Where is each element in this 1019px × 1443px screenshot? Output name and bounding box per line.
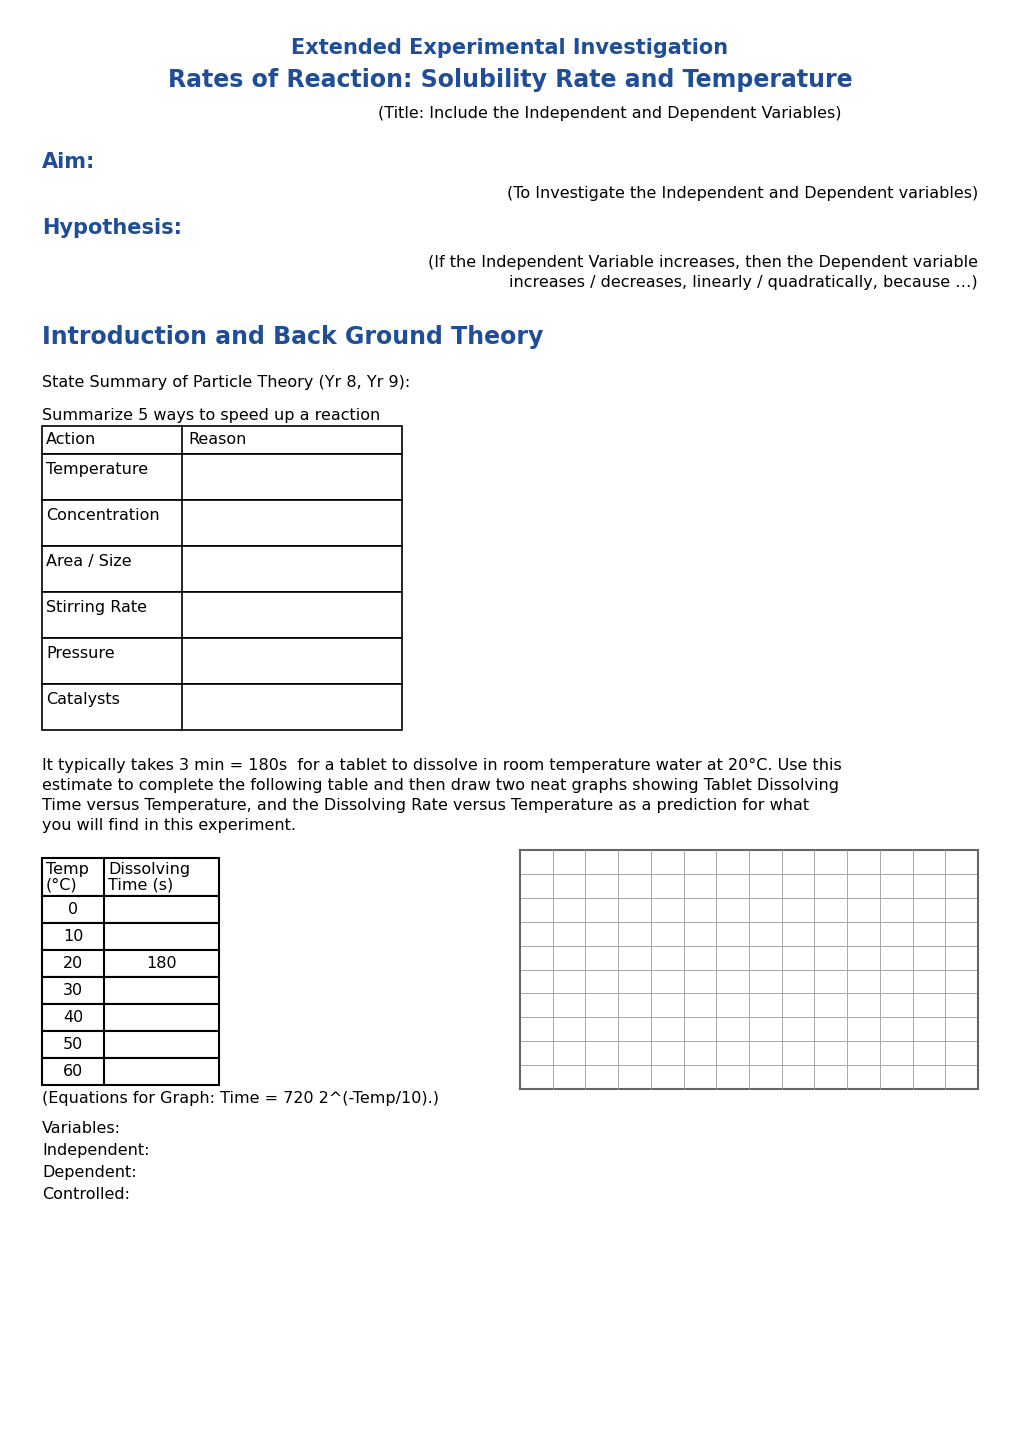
Bar	[42, 1058, 219, 1085]
Text: 50: 50	[63, 1038, 83, 1052]
Text: Area / Size: Area / Size	[46, 554, 131, 569]
Bar	[42, 1004, 219, 1030]
Text: Action: Action	[46, 433, 96, 447]
Text: Temp: Temp	[46, 861, 89, 877]
Text: Hypothesis:: Hypothesis:	[42, 218, 181, 238]
Text: 20: 20	[63, 957, 83, 971]
Text: Catalysts: Catalysts	[46, 693, 120, 707]
Text: Pressure: Pressure	[46, 646, 114, 661]
Text: (To Investigate the Independent and Dependent variables): (To Investigate the Independent and Depe…	[506, 186, 977, 201]
Text: you will find in this experiment.: you will find in this experiment.	[42, 818, 296, 833]
Text: increases / decreases, linearly / quadratically, because …): increases / decreases, linearly / quadra…	[508, 276, 977, 290]
Bar	[42, 924, 219, 949]
Bar	[42, 949, 219, 977]
Text: (Equations for Graph: Time = 720 2^(-Temp/10).): (Equations for Graph: Time = 720 2^(-Tem…	[42, 1091, 438, 1105]
Text: (°C): (°C)	[46, 877, 77, 893]
Bar	[42, 545, 401, 592]
Text: Summarize 5 ways to speed up a reaction: Summarize 5 ways to speed up a reaction	[42, 408, 380, 423]
Text: (If the Independent Variable increases, then the Dependent variable: (If the Independent Variable increases, …	[428, 255, 977, 270]
Text: It typically takes 3 min = 180s  for a tablet to dissolve in room temperature wa: It typically takes 3 min = 180s for a ta…	[42, 758, 841, 773]
Text: Stirring Rate: Stirring Rate	[46, 600, 147, 615]
Text: Time (s): Time (s)	[108, 877, 173, 893]
Bar	[42, 455, 401, 501]
Text: Dependent:: Dependent:	[42, 1165, 137, 1180]
Bar	[42, 859, 219, 896]
Text: Time versus Temperature, and the Dissolving Rate versus Temperature as a predict: Time versus Temperature, and the Dissolv…	[42, 798, 808, 812]
Text: 30: 30	[63, 983, 83, 999]
Text: Introduction and Back Ground Theory: Introduction and Back Ground Theory	[42, 325, 543, 349]
Bar	[42, 977, 219, 1004]
Bar	[42, 638, 401, 684]
Bar	[42, 1030, 219, 1058]
Text: Aim:: Aim:	[42, 152, 96, 172]
Text: Concentration: Concentration	[46, 508, 159, 522]
Text: Temperature: Temperature	[46, 462, 148, 478]
Text: estimate to complete the following table and then draw two neat graphs showing T: estimate to complete the following table…	[42, 778, 839, 794]
Text: 10: 10	[63, 929, 84, 944]
Text: (Title: Include the Independent and Dependent Variables): (Title: Include the Independent and Depe…	[378, 105, 841, 121]
Bar	[42, 896, 219, 924]
Text: Dissolving: Dissolving	[108, 861, 190, 877]
Text: Variables:: Variables:	[42, 1121, 121, 1136]
Bar	[42, 592, 401, 638]
Text: Extended Experimental Investigation: Extended Experimental Investigation	[291, 38, 728, 58]
Text: 60: 60	[63, 1063, 83, 1079]
Text: 180: 180	[146, 957, 176, 971]
Bar	[42, 684, 401, 730]
Text: 0: 0	[68, 902, 78, 916]
Text: State Summary of Particle Theory (Yr 8, Yr 9):: State Summary of Particle Theory (Yr 8, …	[42, 375, 410, 390]
Bar	[42, 501, 401, 545]
Text: Reason: Reason	[187, 433, 247, 447]
Text: 40: 40	[63, 1010, 83, 1025]
Text: Independent:: Independent:	[42, 1143, 150, 1157]
Bar	[42, 426, 401, 455]
Text: Controlled:: Controlled:	[42, 1188, 129, 1202]
Text: Rates of Reaction: Solubility Rate and Temperature: Rates of Reaction: Solubility Rate and T…	[167, 68, 852, 92]
